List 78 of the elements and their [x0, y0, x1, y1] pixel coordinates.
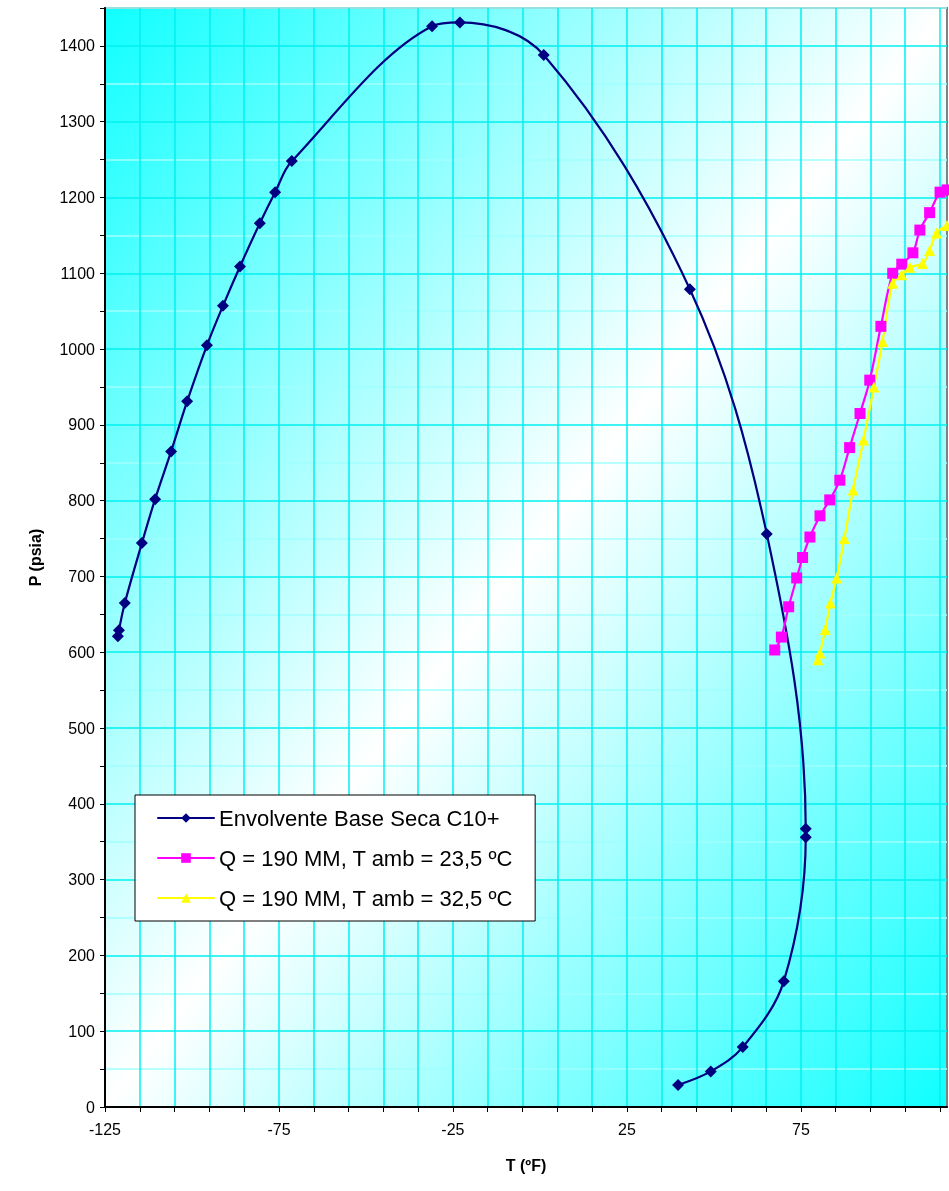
- point: [868, 381, 880, 393]
- point: [814, 647, 826, 659]
- y-tick-label: 300: [68, 871, 96, 889]
- legend-label: Envolvente Base Seca C10+: [219, 805, 500, 831]
- point: [838, 533, 850, 545]
- point: [181, 395, 194, 408]
- y-tick-label: 1300: [59, 113, 96, 131]
- point: [760, 528, 773, 540]
- point: [791, 572, 803, 584]
- point: [819, 624, 831, 635]
- point: [924, 245, 936, 257]
- point: [904, 261, 916, 273]
- y-axis-title: P (psia): [26, 528, 44, 587]
- point: [844, 442, 856, 454]
- y-tick-label: 1000: [59, 340, 96, 358]
- point: [135, 537, 148, 550]
- point: [907, 247, 919, 259]
- y-tick-label: 600: [68, 643, 96, 661]
- y-tick-label: 800: [68, 492, 96, 510]
- point: [269, 186, 282, 199]
- y-tick-label: 1100: [60, 264, 96, 282]
- point: [537, 48, 550, 61]
- x-tick-label: 25: [618, 1120, 636, 1138]
- point: [775, 631, 787, 643]
- point: [216, 299, 229, 312]
- point: [285, 155, 298, 168]
- point: [253, 217, 266, 230]
- point: [896, 269, 908, 281]
- y-tick-label: 900: [68, 416, 96, 434]
- point: [877, 335, 889, 347]
- point: [149, 493, 162, 506]
- point: [887, 267, 899, 279]
- y-tick-label: 700: [68, 567, 96, 585]
- point: [847, 484, 859, 496]
- point: [896, 258, 908, 270]
- point: [200, 339, 213, 352]
- point: [234, 260, 246, 273]
- point: [683, 283, 696, 296]
- y-tick-label: 0: [86, 1098, 96, 1116]
- point: [824, 597, 836, 609]
- point: [914, 224, 926, 236]
- point: [804, 531, 816, 543]
- point: [917, 257, 929, 269]
- x-tick-label: -125: [88, 1120, 122, 1138]
- point: [814, 510, 826, 522]
- point: [797, 552, 809, 563]
- legend-label: Q = 190 MM, T amb = 23,5 ºC: [219, 845, 513, 871]
- point: [858, 434, 869, 446]
- point: [834, 474, 846, 486]
- x-axis-title: T (ºF): [505, 1156, 547, 1174]
- y-tick-label: 1200: [59, 188, 96, 206]
- point: [165, 445, 178, 458]
- point: [769, 644, 781, 656]
- y-tick-label: 500: [68, 719, 96, 737]
- point: [854, 407, 866, 419]
- point: [426, 20, 439, 33]
- point: [453, 16, 466, 29]
- y-tick-label: 100: [68, 1022, 96, 1040]
- point: [831, 572, 843, 584]
- x-tick-label: 75: [791, 1120, 810, 1138]
- point: [704, 1065, 717, 1078]
- point: [777, 975, 790, 988]
- y-tick-label: 400: [68, 795, 96, 813]
- point: [824, 494, 836, 506]
- y-tick-label: 1400: [59, 37, 96, 55]
- point: [924, 207, 936, 219]
- x-tick-label: -75: [267, 1120, 291, 1138]
- y-tick-label: 200: [68, 946, 96, 964]
- point: [118, 596, 131, 609]
- point: [736, 1041, 749, 1054]
- point: [875, 320, 887, 332]
- point: [672, 1079, 685, 1092]
- point: [887, 277, 899, 289]
- point: [783, 601, 795, 613]
- legend-label: Q = 190 MM, T amb = 32,5 ºC: [219, 885, 513, 911]
- x-tick-label: -25: [441, 1120, 465, 1138]
- point: [864, 374, 876, 386]
- point: [931, 227, 943, 239]
